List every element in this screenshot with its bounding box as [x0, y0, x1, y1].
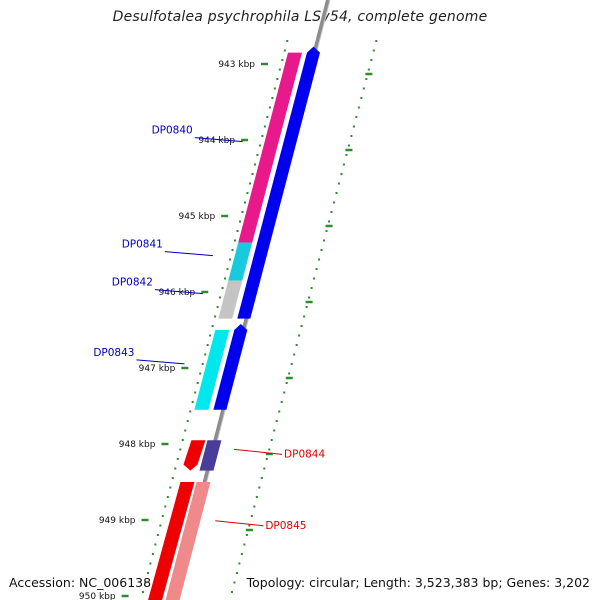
ruler-tick-label: 949 kbp	[99, 516, 136, 526]
gene-dp0841[interactable]	[228, 236, 271, 281]
ruler-tick-label: 946 kbp	[159, 288, 196, 298]
gene-dp0844[interactable]	[183, 440, 222, 471]
ruler-tick-label: 944 kbp	[198, 136, 235, 146]
gene-dp0840[interactable]	[238, 46, 320, 243]
ruler-tick-label: 947 kbp	[139, 364, 176, 374]
gene-label[interactable]: DP0844	[284, 448, 325, 460]
outer-dotted-guides	[141, 40, 378, 593]
genome-title: Desulfotalea psychrophila LSv54, complet…	[112, 9, 488, 25]
gene-label[interactable]: DP0845	[265, 520, 306, 532]
gene-tracks	[147, 46, 320, 600]
ruler-tick-label: 950 kbp	[79, 592, 116, 600]
ruler-ticks: 943 kbp 944 kbp 945 kbp 946 kbp 947 kbp 948 k…	[79, 60, 373, 600]
gene-label[interactable]: DP0842	[112, 277, 153, 289]
topology-text: Topology: circular; Length: 3,523,383 bp…	[246, 575, 590, 590]
label-leaders: DP0840 DP0841 DP0842 DP0843 DP0844 DP0845	[93, 125, 325, 532]
accession-text: Accession: NC_006138	[9, 575, 152, 590]
gene-dp0842[interactable]	[218, 274, 261, 319]
gene-label[interactable]: DP0843	[93, 347, 134, 359]
ruler-tick-label: 943 kbp	[218, 60, 255, 70]
gene-dp0845[interactable]	[147, 482, 211, 600]
gene-label[interactable]: DP0841	[122, 239, 163, 251]
gene-dp0843[interactable]	[194, 324, 248, 410]
ruler-tick-label: 948 kbp	[119, 440, 156, 450]
ruler-tick-label: 945 kbp	[178, 212, 215, 222]
gene-label[interactable]: DP0840	[152, 125, 193, 137]
